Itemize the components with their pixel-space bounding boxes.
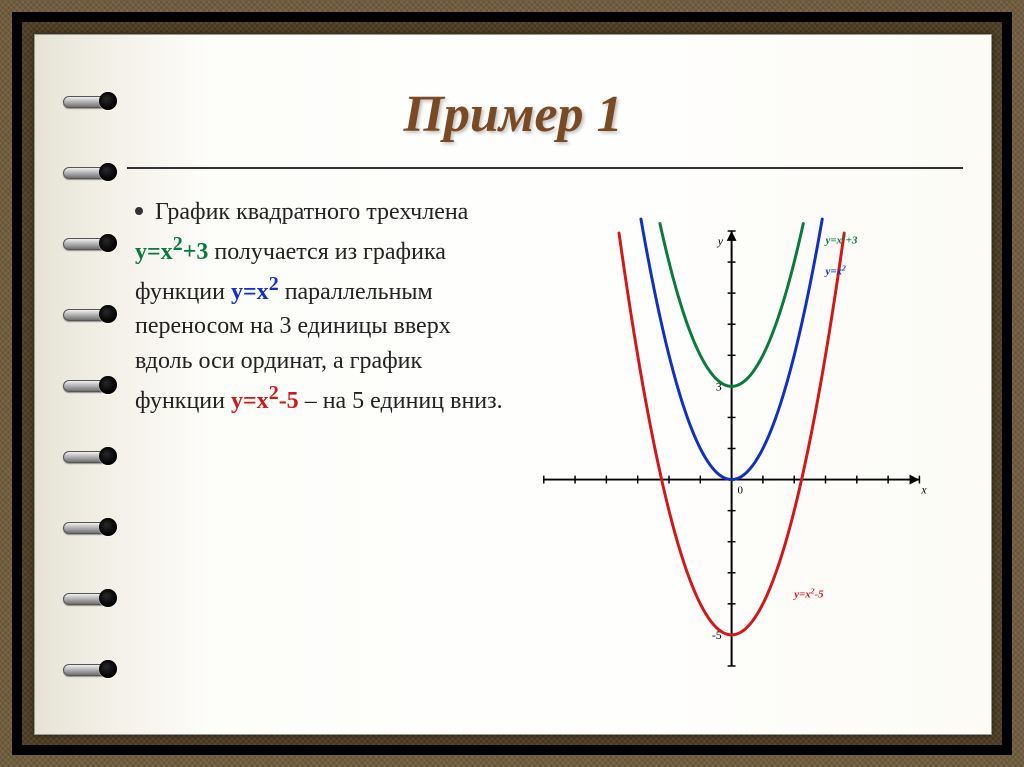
body-segment: +3 [183, 239, 209, 265]
slide-title: Пример 1 [35, 85, 991, 144]
bullet-icon [135, 207, 143, 215]
body-segment: y=x [231, 279, 269, 305]
svg-text:y=x2-5: y=x2-5 [792, 586, 824, 600]
binding-ring [91, 512, 129, 542]
body-segment: 2 [269, 273, 279, 295]
svg-text:y: y [717, 234, 724, 248]
binding-ring [91, 441, 129, 471]
body-segment: y=x [135, 239, 173, 265]
inner-frame: Пример 1 График квадратного трехчлена y=… [12, 12, 1012, 755]
content-row: График квадратного трехчлена y=x2+3 полу… [135, 195, 959, 702]
chart-area: 3-50xyy=x2-5y=x2y=x2+3 [524, 195, 959, 702]
body-segment: y=x [231, 388, 269, 414]
svg-text:x: x [920, 482, 927, 496]
body-segment: -5 [279, 388, 299, 414]
slide-page: Пример 1 График квадратного трехчлена y=… [34, 34, 992, 735]
binding-ring [91, 370, 129, 400]
binding-ring [91, 299, 129, 329]
spiral-binding [91, 35, 129, 734]
parabola-chart: 3-50xyy=x2-5y=x2y=x2+3 [524, 195, 959, 702]
body-segment: 2 [173, 233, 183, 255]
binding-ring [91, 583, 129, 613]
binding-ring [91, 228, 129, 258]
binding-ring [91, 654, 129, 684]
outer-frame: Пример 1 График квадратного трехчлена y=… [0, 0, 1024, 767]
svg-text:y=x2: y=x2 [824, 263, 846, 278]
body-segment: График квадратного трехчлена [155, 199, 468, 225]
body-text: График квадратного трехчлена y=x2+3 полу… [135, 195, 524, 702]
binding-ring [91, 86, 129, 116]
body-segment: 2 [269, 382, 279, 404]
svg-text:0: 0 [738, 484, 744, 496]
title-divider [127, 167, 963, 169]
binding-ring [91, 157, 129, 187]
svg-text:y=x2+3: y=x2+3 [824, 232, 858, 246]
body-segment: – на 5 единиц вниз. [299, 388, 503, 414]
